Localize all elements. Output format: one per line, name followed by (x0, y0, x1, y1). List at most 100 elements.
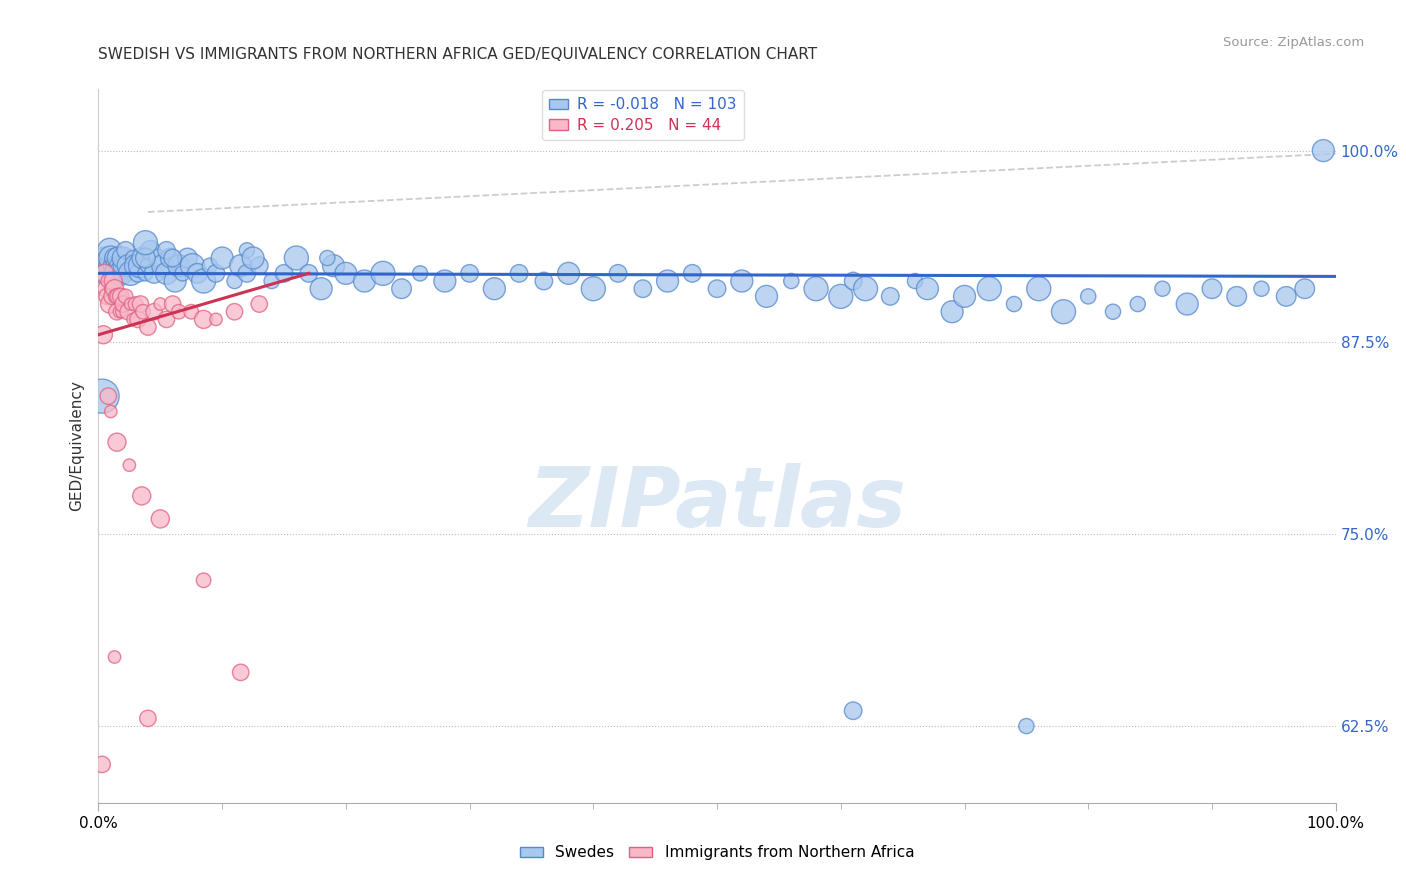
Point (149, 297, 172, 311)
Point (706, 282, 728, 296)
Point (167, 304, 190, 318)
Point (103, 251, 125, 265)
Point (1275, 289, 1298, 303)
Point (172, 266, 194, 280)
Point (155, 244, 177, 258)
Point (371, 266, 394, 280)
Point (224, 274, 246, 288)
Point (143, 266, 166, 280)
Point (122, 312, 145, 326)
Point (855, 282, 877, 296)
Point (96, 266, 118, 280)
Point (391, 282, 413, 296)
Point (104, 259, 127, 273)
Point (247, 259, 270, 273)
Point (409, 266, 432, 280)
Point (1312, 144, 1334, 158)
Point (242, 251, 264, 265)
Point (780, 274, 803, 288)
Point (104, 289, 127, 303)
Point (101, 289, 124, 303)
Point (582, 282, 605, 296)
Point (1152, 282, 1174, 296)
Point (205, 312, 228, 326)
Point (117, 304, 139, 318)
Text: ZIPatlas: ZIPatlas (529, 463, 905, 543)
Point (731, 274, 754, 288)
Point (260, 274, 283, 288)
Point (1250, 282, 1272, 296)
Point (127, 312, 149, 326)
Point (159, 251, 181, 265)
Point (229, 665, 252, 680)
Point (508, 266, 530, 280)
Point (120, 297, 142, 311)
Point (236, 266, 259, 280)
Point (830, 289, 852, 303)
Point (211, 251, 233, 265)
Point (1102, 304, 1125, 318)
Point (804, 282, 827, 296)
Point (129, 259, 152, 273)
Point (1028, 282, 1050, 296)
Point (97, 274, 120, 288)
Point (98, 244, 121, 258)
Point (533, 274, 555, 288)
Point (1015, 719, 1038, 733)
Point (139, 244, 162, 258)
Point (120, 266, 142, 280)
Point (146, 251, 169, 265)
Point (1226, 289, 1249, 303)
Point (941, 304, 963, 318)
Point (107, 251, 129, 265)
Point (112, 251, 135, 265)
Point (322, 259, 344, 273)
Point (236, 244, 259, 258)
Point (103, 266, 125, 280)
Point (93, 327, 115, 342)
Point (118, 458, 141, 473)
Point (97, 389, 120, 403)
Point (124, 297, 146, 311)
Point (1201, 282, 1223, 296)
Point (112, 297, 135, 311)
Point (91, 389, 114, 403)
Point (273, 266, 295, 280)
Point (100, 404, 122, 418)
Point (100, 282, 122, 296)
Point (136, 259, 159, 273)
Point (1077, 289, 1099, 303)
Point (132, 304, 155, 318)
Point (108, 304, 131, 318)
Text: Source: ZipAtlas.com: Source: ZipAtlas.com (1223, 36, 1364, 49)
Point (176, 251, 198, 265)
Point (107, 289, 129, 303)
Point (433, 274, 456, 288)
Point (186, 266, 208, 280)
Point (98, 297, 121, 311)
Point (152, 259, 174, 273)
Point (657, 274, 679, 288)
Point (162, 251, 184, 265)
Point (181, 259, 204, 273)
Point (94, 282, 117, 296)
Point (165, 274, 187, 288)
Point (103, 650, 125, 665)
Point (91, 757, 114, 772)
Point (103, 282, 125, 296)
Point (124, 259, 146, 273)
Point (97, 259, 120, 273)
Point (103, 274, 125, 288)
Point (93, 251, 115, 265)
Point (93, 266, 115, 280)
Point (1002, 297, 1025, 311)
Point (229, 259, 252, 273)
Point (149, 512, 172, 526)
Point (122, 251, 145, 265)
Point (114, 289, 136, 303)
Point (117, 259, 139, 273)
Point (134, 235, 156, 250)
Point (180, 304, 202, 318)
Point (353, 274, 375, 288)
Point (105, 304, 128, 318)
